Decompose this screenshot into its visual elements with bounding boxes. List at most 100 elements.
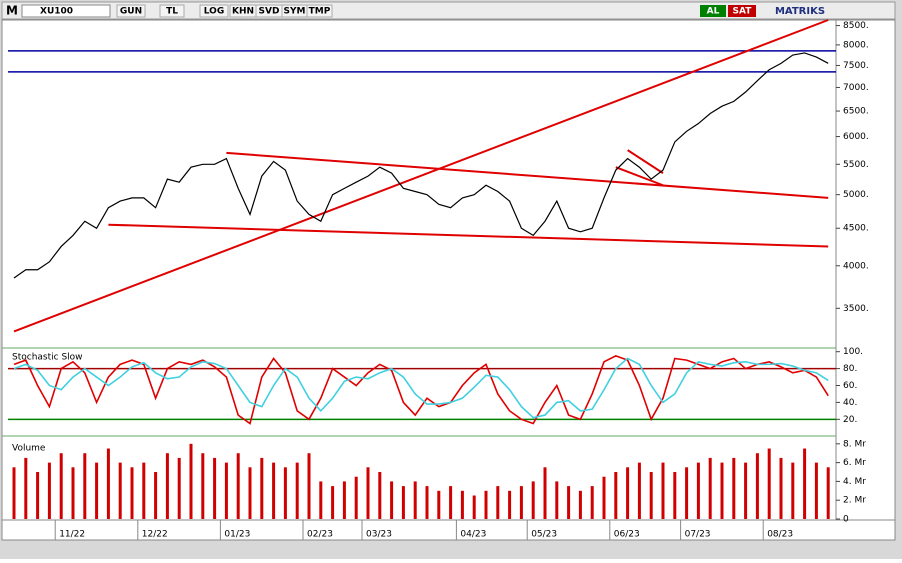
x-tick-label: 08/23 xyxy=(767,530,793,540)
volume-bar xyxy=(732,457,736,519)
volume-bar xyxy=(685,467,689,519)
volume-bar xyxy=(366,467,370,519)
volume-bar xyxy=(390,481,394,519)
y-tick-label: 4000. xyxy=(843,261,869,271)
volume-bar xyxy=(460,490,464,519)
volume-bar xyxy=(201,453,205,519)
toolbar-button[interactable] xyxy=(306,4,333,18)
toolbar-button[interactable] xyxy=(199,4,229,18)
y-tick-label: 2. Mr xyxy=(843,496,866,506)
toolbar-button-label: KHN xyxy=(232,7,254,17)
y-tick-label: 100. xyxy=(843,347,863,357)
x-tick-label: 05/23 xyxy=(531,530,557,540)
volume-bar xyxy=(637,462,641,519)
y-tick-label: 5500. xyxy=(843,160,869,170)
x-tick-label: 01/23 xyxy=(224,530,250,540)
volume-bar xyxy=(47,462,51,519)
volume-bar xyxy=(213,457,217,519)
y-tick-label: 6. Mr xyxy=(843,458,866,468)
volume-bar xyxy=(649,472,653,519)
volume-bar xyxy=(543,467,547,519)
sell-button[interactable] xyxy=(728,5,756,17)
toolbar-button-label: TMP xyxy=(309,7,331,17)
toolbar-button[interactable] xyxy=(116,4,146,18)
x-tick-label: 03/23 xyxy=(366,530,392,540)
volume-bar xyxy=(83,453,87,519)
volume-bar xyxy=(342,481,346,519)
volume-bar xyxy=(626,467,630,519)
x-tick-label: 06/23 xyxy=(614,530,640,540)
volume-bar xyxy=(59,453,63,519)
volume-bar xyxy=(602,476,606,519)
x-tick-label: 07/23 xyxy=(685,530,711,540)
volume-bar xyxy=(71,467,75,519)
toolbar-button-label: LOG xyxy=(204,7,224,17)
trend-line xyxy=(615,166,664,187)
volume-bar xyxy=(578,490,582,519)
symbol-box[interactable] xyxy=(21,4,111,18)
volume-bar xyxy=(413,481,417,519)
volume-bar xyxy=(826,467,830,519)
x-tick-label: 12/22 xyxy=(142,530,168,540)
y-tick-label: 5000. xyxy=(843,190,869,200)
volume-bar xyxy=(767,448,771,519)
volume-bar xyxy=(165,453,169,519)
volume-bar xyxy=(673,472,677,519)
volume-bar xyxy=(106,448,110,519)
toolbar-button-label: GUN xyxy=(120,7,142,17)
panel-title: Stochastic Slow xyxy=(12,353,83,363)
volume-bar xyxy=(272,462,276,519)
y-tick-label: 8000. xyxy=(843,40,869,50)
volume-bar xyxy=(248,467,252,519)
y-tick-label: 4. Mr xyxy=(843,477,866,487)
symbol: XU100 xyxy=(40,7,73,17)
volume-bar xyxy=(472,495,476,519)
volume-bar xyxy=(331,486,335,519)
volume-bar xyxy=(295,462,299,519)
y-tick-label: 4500. xyxy=(843,224,869,234)
toolbar-button-label: SYM xyxy=(284,7,306,17)
volume-bar xyxy=(283,467,287,519)
x-tick-label: 02/23 xyxy=(307,530,333,540)
volume-bar xyxy=(118,462,122,519)
volume-bar xyxy=(354,476,358,519)
trend-line xyxy=(627,149,664,174)
volume-bar xyxy=(189,443,193,519)
volume-bar xyxy=(154,472,158,519)
volume-bar xyxy=(508,490,512,519)
volume-bar xyxy=(779,457,783,519)
volume-bar xyxy=(425,486,429,519)
y-tick-label: 80. xyxy=(843,364,857,374)
toolbar-button-label: TL xyxy=(166,7,178,17)
volume-bar xyxy=(95,462,99,519)
y-tick-label: 0 xyxy=(843,515,849,525)
y-tick-label: 6000. xyxy=(843,132,869,142)
x-tick-label: 04/23 xyxy=(460,530,486,540)
buy-button[interactable] xyxy=(700,5,726,17)
volume-bar xyxy=(449,486,453,519)
volume-bar xyxy=(142,462,146,519)
volume-bar xyxy=(590,486,594,519)
volume-bar xyxy=(484,490,488,519)
logo: M xyxy=(6,4,18,18)
buy-label: AL xyxy=(707,7,720,17)
sell-label: SAT xyxy=(733,7,753,17)
volume-bar xyxy=(437,490,441,519)
volume-bar xyxy=(519,486,523,519)
volume-bar xyxy=(24,457,28,519)
volume-bar xyxy=(319,481,323,519)
y-tick-label: 7000. xyxy=(843,83,869,93)
volume-bar xyxy=(378,472,382,519)
panel-title: Volume xyxy=(12,444,46,454)
series-line xyxy=(13,52,829,279)
volume-bar xyxy=(555,481,559,519)
volume-bar xyxy=(614,472,618,519)
toolbar-button[interactable] xyxy=(159,4,185,18)
volume-bar xyxy=(12,467,16,519)
volume-bar xyxy=(496,486,500,519)
series-line xyxy=(13,357,829,419)
volume-bar xyxy=(224,462,228,519)
volume-bar xyxy=(130,467,134,519)
volume-bar xyxy=(791,462,795,519)
